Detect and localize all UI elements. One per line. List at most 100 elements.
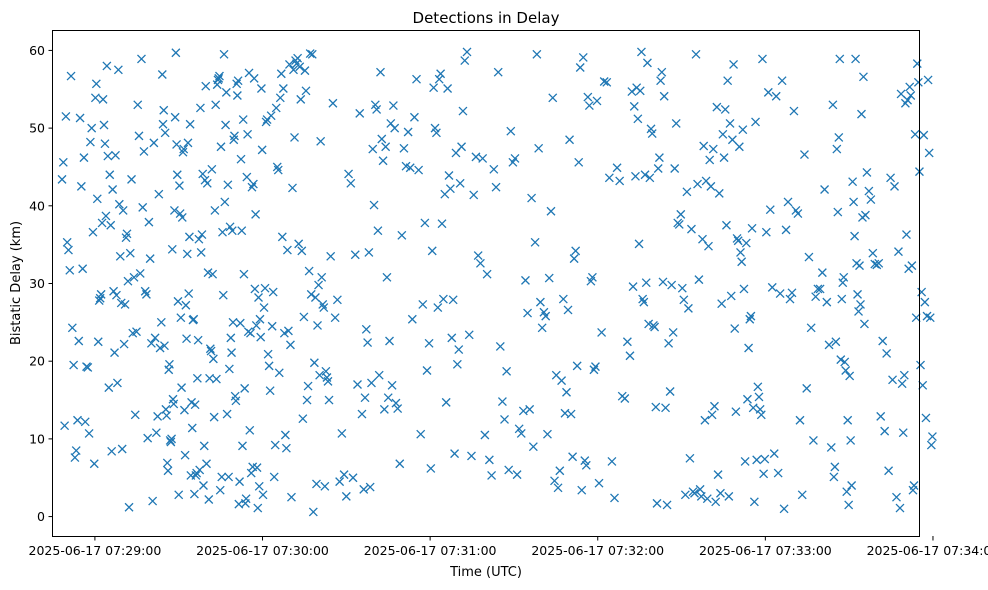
data-point [365, 482, 375, 492]
data-point [739, 284, 749, 294]
data-point [83, 362, 93, 372]
data-point [258, 490, 268, 500]
data-point [773, 468, 783, 478]
data-point [713, 470, 723, 480]
data-point [537, 323, 547, 333]
data-point [731, 407, 741, 417]
data-point [320, 481, 330, 491]
data-point [516, 428, 526, 438]
data-point [337, 428, 347, 438]
data-point [535, 297, 545, 307]
data-point [691, 49, 701, 59]
data-point [385, 336, 394, 346]
data-point [532, 49, 542, 59]
data-point [667, 280, 677, 290]
data-point [360, 393, 370, 403]
data-point [167, 244, 177, 254]
data-point [920, 297, 930, 307]
data-point [257, 145, 267, 155]
data-point [923, 75, 933, 85]
data-point [502, 366, 512, 376]
data-point [633, 114, 643, 124]
data-point [80, 417, 90, 427]
data-point [723, 76, 733, 86]
data-point [238, 115, 248, 125]
data-point [111, 150, 120, 160]
x-tick-label: 2025-06-17 07:32:00 [531, 543, 664, 558]
data-point [388, 101, 398, 111]
data-point [495, 341, 505, 351]
data-point [544, 273, 554, 283]
data-point [261, 117, 271, 127]
data-point [758, 54, 767, 64]
data-point [602, 77, 612, 87]
data-point [274, 368, 284, 378]
data-point [79, 153, 89, 163]
data-point [172, 170, 182, 180]
data-point [628, 282, 638, 292]
data-point [563, 305, 573, 315]
data-point [227, 226, 237, 236]
data-point [832, 144, 842, 154]
data-point [460, 56, 470, 65]
data-point [208, 354, 218, 364]
data-point [690, 488, 699, 498]
data-point [738, 125, 748, 135]
data-point [187, 423, 197, 433]
data-point [189, 489, 199, 499]
data-point [198, 169, 208, 179]
data-point [387, 380, 397, 390]
data-point [781, 225, 791, 235]
data-point [301, 86, 311, 96]
data-point [202, 178, 212, 188]
x-axis-label: Time (UTC) [449, 565, 522, 580]
data-point [130, 410, 140, 420]
data-point [656, 76, 666, 86]
data-point [523, 308, 533, 318]
data-point [308, 507, 318, 517]
data-point [749, 497, 759, 507]
data-point [642, 58, 652, 68]
data-point [101, 211, 111, 221]
data-point [412, 74, 421, 84]
data-point [795, 415, 805, 425]
data-point [169, 399, 179, 409]
data-point [482, 269, 492, 279]
data-point [108, 185, 118, 194]
data-point [150, 333, 160, 343]
data-point [699, 141, 709, 151]
data-point [264, 361, 274, 371]
x-tick-label: 2025-06-17 07:33:00 [699, 543, 832, 558]
data-point [487, 470, 497, 480]
data-point [528, 442, 538, 452]
data-point [221, 87, 231, 97]
data-point [154, 189, 164, 199]
data-point [797, 490, 807, 500]
data-point [290, 132, 299, 142]
data-point [840, 357, 850, 367]
data-point [119, 339, 129, 349]
data-point [724, 491, 734, 501]
data-point [921, 413, 931, 423]
data-point [813, 284, 823, 294]
data-point [265, 386, 275, 396]
data-point [742, 394, 752, 404]
data-point [858, 72, 868, 82]
data-point [644, 319, 654, 329]
data-point [641, 278, 651, 288]
data-point [744, 343, 754, 353]
data-point [184, 232, 194, 242]
data-point [659, 91, 669, 101]
data-point [353, 380, 362, 389]
data-point [817, 268, 827, 278]
data-point [204, 495, 214, 504]
data-point [182, 334, 192, 344]
data-point [215, 485, 225, 495]
data-point [745, 314, 755, 324]
data-point [285, 340, 295, 350]
data-point [467, 451, 476, 461]
data-point [236, 154, 246, 164]
data-point [848, 177, 858, 187]
data-point [246, 328, 255, 338]
data-point [369, 200, 379, 210]
